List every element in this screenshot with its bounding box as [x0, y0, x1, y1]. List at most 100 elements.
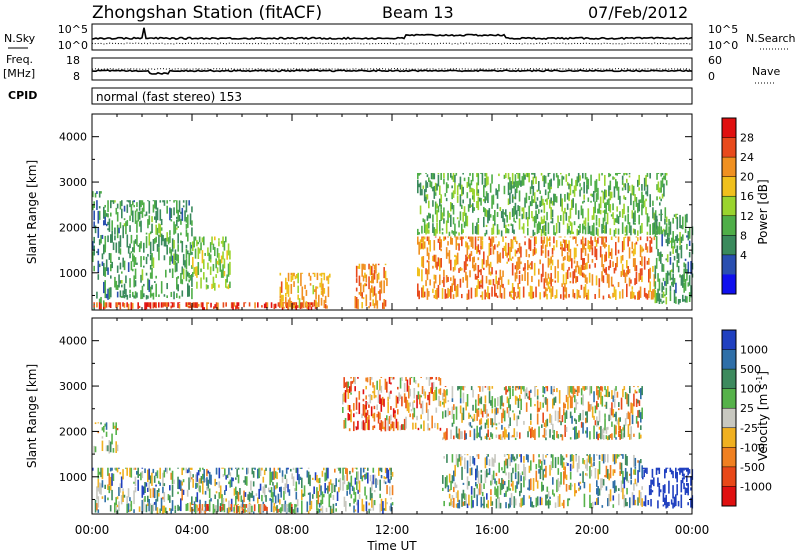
echo-cell: [178, 506, 181, 511]
echo-cell: [633, 393, 635, 407]
power-ylabel: Slant Range [km]: [25, 160, 39, 264]
echo-cell: [590, 193, 592, 196]
echo-cell: [325, 487, 328, 491]
echo-cell: [450, 277, 452, 281]
echo-cell: [290, 300, 293, 309]
echo-cell: [626, 413, 628, 419]
echo-cell: [386, 381, 388, 393]
echo-cell: [580, 205, 583, 216]
echo-cell: [571, 454, 573, 462]
colorbar-tick-label: 24: [740, 151, 754, 164]
echo-cell: [116, 496, 119, 500]
echo-cell: [621, 263, 624, 276]
echo-cell: [514, 220, 517, 223]
echo-cell: [185, 269, 188, 282]
echo-cell: [348, 405, 351, 412]
echo-cell: [125, 275, 127, 284]
echo-cell: [624, 215, 627, 222]
echo-cell: [560, 294, 562, 299]
echo-cell: [171, 255, 174, 264]
echo-cell: [512, 480, 514, 491]
echo-cell: [390, 467, 392, 476]
echo-cell: [426, 260, 429, 263]
echo-cell: [144, 481, 146, 494]
echo-cell: [524, 241, 526, 246]
echo-cell: [588, 264, 591, 269]
echo-cell: [342, 407, 344, 413]
echo-cell: [463, 177, 466, 182]
echo-cell: [470, 179, 473, 186]
echo-cell: [433, 254, 436, 262]
echo-cell: [455, 236, 458, 250]
echo-cell: [662, 228, 665, 232]
echo-cell: [547, 222, 550, 235]
echo-cell: [103, 244, 105, 255]
echo-cell: [622, 470, 624, 484]
echo-cell: [688, 275, 691, 286]
echo-cell: [618, 493, 620, 506]
echo-cell: [454, 236, 456, 238]
echo-cell: [474, 225, 477, 234]
echo-cell: [390, 382, 392, 385]
echo-cell: [634, 242, 636, 255]
noise-right-tick-top: 10^5: [708, 23, 738, 36]
echo-cell: [222, 302, 225, 308]
echo-cell: [593, 415, 595, 420]
echo-cell: [440, 194, 442, 204]
echo-cell: [543, 459, 546, 465]
echo-cell: [428, 200, 430, 209]
echo-cell: [386, 502, 388, 505]
echo-cell: [198, 248, 201, 254]
echo-cell: [285, 292, 287, 297]
echo-cell: [481, 275, 484, 289]
echo-cell: [147, 302, 149, 307]
echo-cell: [499, 434, 502, 440]
echo-cell: [502, 470, 505, 474]
echo-cell: [673, 239, 676, 249]
echo-cell: [569, 437, 572, 440]
echo-cell: [671, 277, 673, 280]
echo-cell: [566, 251, 569, 255]
echo-cell: [657, 226, 659, 235]
echo-cell: [499, 284, 502, 298]
echo-cell: [668, 480, 670, 494]
echo-cell: [609, 204, 612, 213]
echo-cell: [236, 302, 238, 309]
echo-cell: [634, 389, 637, 394]
echo-cell: [96, 302, 98, 308]
echo-cell: [509, 291, 511, 297]
echo-cell: [237, 491, 240, 502]
echo-cell: [551, 247, 554, 255]
echo-cell: [480, 245, 482, 250]
echo-cell: [299, 467, 302, 469]
echo-cell: [598, 278, 601, 288]
echo-cell: [576, 462, 579, 473]
echo-cell: [582, 386, 584, 390]
echo-cell: [541, 424, 543, 428]
echo-cell: [334, 485, 336, 493]
echo-cell: [502, 484, 505, 489]
echo-cell: [368, 508, 370, 514]
echo-cell: [457, 433, 459, 439]
echo-cell: [203, 307, 205, 310]
echo-cell: [455, 172, 458, 176]
echo-cell: [193, 501, 196, 512]
echo-cell: [652, 266, 654, 272]
echo-cell: [641, 246, 643, 253]
echo-cell: [669, 291, 672, 302]
echo-cell: [621, 255, 624, 261]
echo-cell: [451, 475, 454, 484]
echo-cell: [148, 279, 151, 292]
echo-cell: [455, 406, 458, 420]
echo-cell: [189, 471, 192, 483]
echo-cell: [630, 291, 632, 299]
echo-cell: [412, 401, 414, 410]
echo-cell: [163, 302, 166, 307]
echo-cell: [149, 254, 152, 261]
echo-cell: [281, 477, 284, 483]
echo-cell: [155, 200, 157, 210]
echo-cell: [195, 474, 197, 483]
echo-cell: [320, 277, 323, 291]
echo-cell: [338, 487, 340, 493]
echo-cell: [487, 176, 489, 185]
